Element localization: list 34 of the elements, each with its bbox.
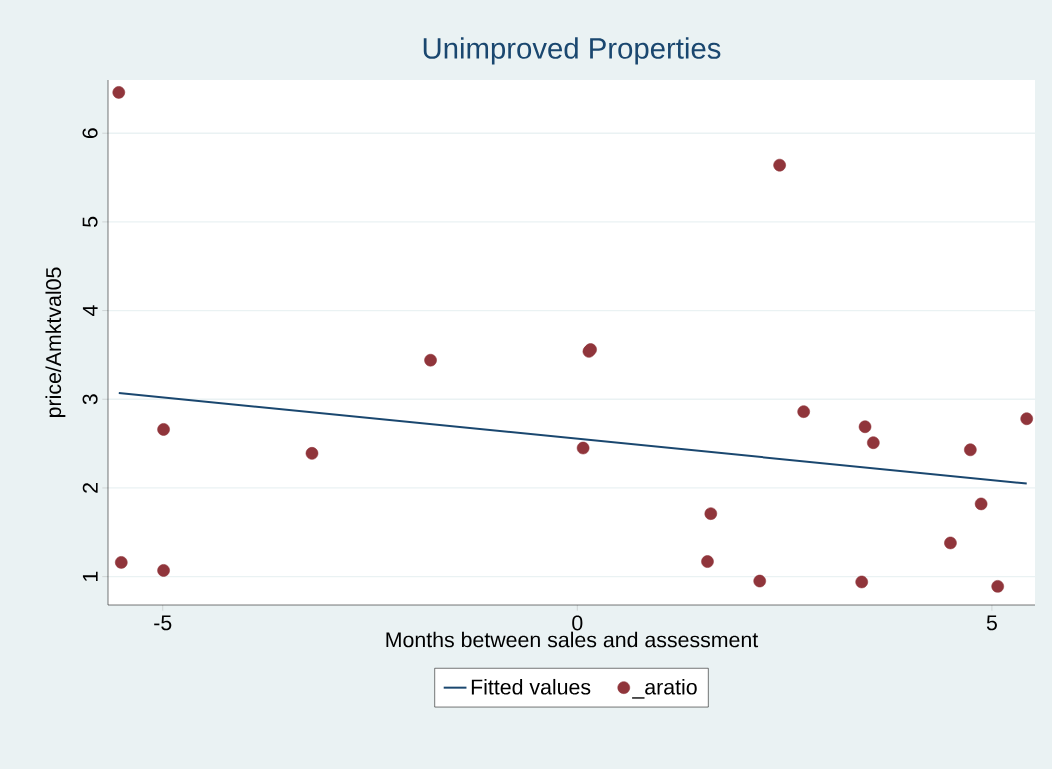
point — [704, 507, 718, 520]
point — [701, 555, 714, 568]
point — [867, 436, 880, 449]
point — [112, 86, 126, 99]
y-tick-label: 6 — [82, 128, 98, 139]
point — [576, 441, 590, 455]
x-tick-label: 5 — [986, 615, 997, 631]
chart-title: Unimproved Properties — [423, 37, 721, 65]
point — [944, 536, 957, 550]
point — [855, 575, 868, 589]
point — [974, 497, 988, 511]
y-tick-label: 4 — [82, 305, 98, 317]
point — [115, 556, 128, 569]
point — [797, 405, 810, 418]
y-tick-label: 5 — [82, 216, 98, 227]
y-tick-label: 2 — [82, 483, 98, 493]
point — [773, 158, 786, 172]
legend-label: Fitted values — [471, 678, 591, 695]
y-axis-title: price/Amktval05 — [45, 267, 66, 417]
point — [305, 447, 319, 460]
point — [1020, 412, 1033, 426]
y-tick-label: 3 — [82, 394, 98, 405]
point — [964, 443, 977, 457]
legend-label: _aratio — [632, 678, 697, 699]
point — [858, 420, 872, 434]
point — [157, 564, 170, 577]
y-tick-label: 1 — [82, 571, 98, 581]
point — [424, 353, 437, 367]
x-axis-title: Months between sales and assessment — [386, 631, 759, 648]
point — [991, 580, 1004, 593]
point — [157, 423, 170, 436]
point — [753, 574, 766, 588]
x-tick-label: -5 — [154, 615, 172, 631]
x-tick-label: 0 — [572, 615, 583, 631]
